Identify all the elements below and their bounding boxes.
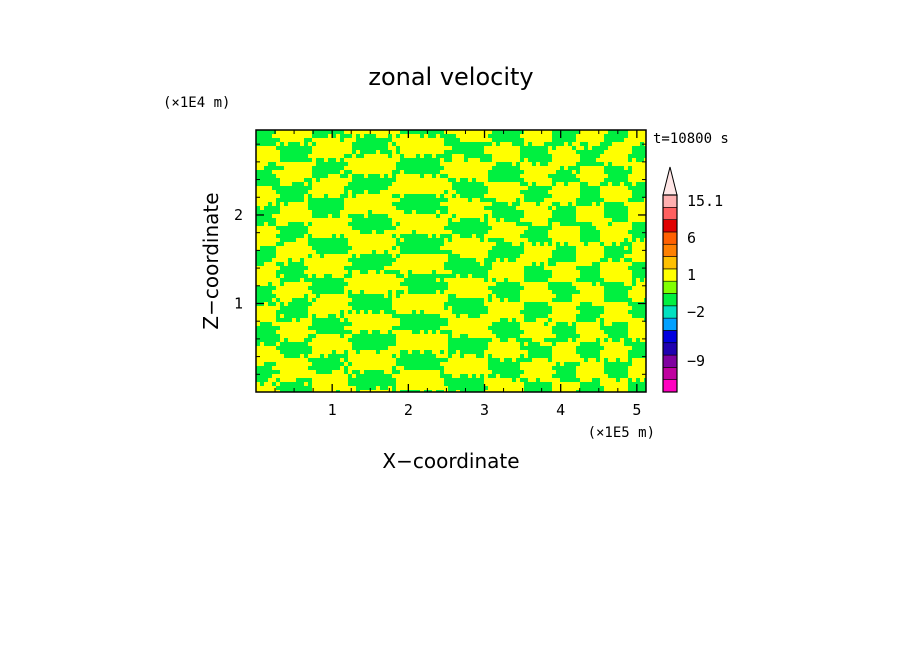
colorbar: 15.1 6 1 −2 −9 (662, 166, 723, 393)
field-streaks (256, 130, 646, 392)
x-axis-label: X−coordinate (382, 449, 519, 473)
colorbar-level (662, 317, 678, 331)
colorbar-level (662, 354, 678, 368)
y-tick-label: 2 (234, 206, 243, 224)
colorbar-tick-label: 6 (687, 229, 696, 247)
y-axis-unit: (×1E4 m) (163, 95, 230, 111)
colorbar-level (662, 330, 678, 344)
y-axis-label: Z−coordinate (199, 192, 223, 329)
colorbar-extension (662, 166, 678, 196)
plot-frame (255, 129, 647, 393)
chart-title: zonal velocity (368, 63, 533, 91)
colorbar-level (662, 219, 678, 233)
colorbar-level (662, 342, 678, 356)
y-tick-label: 1 (234, 294, 243, 312)
colorbar-level (662, 194, 678, 208)
colorbar-frame (662, 194, 678, 393)
velocity-field (256, 130, 646, 392)
x-tick-label: 2 (404, 401, 413, 419)
time-label: t=10800 s (653, 131, 729, 147)
colorbar-level (662, 293, 678, 307)
colorbar-level (662, 379, 678, 393)
colorbar-level (662, 367, 678, 380)
colorbar-level (662, 305, 678, 319)
colorbar-level (662, 207, 678, 220)
x-axis-ticks: 1 2 3 4 5 (274, 130, 641, 419)
x-axis-unit: (×1E5 m) (588, 425, 655, 441)
y-axis-ticks: 12 (234, 143, 646, 375)
colorbar-tick-label: 1 (687, 266, 696, 284)
x-tick-label: 4 (556, 401, 565, 419)
colorbar-level (662, 256, 678, 270)
colorbar-level (662, 280, 678, 294)
x-tick-label: 1 (328, 401, 337, 419)
colorbar-level (662, 268, 678, 282)
x-tick-label: 5 (632, 401, 641, 419)
x-tick-label: 3 (480, 401, 489, 419)
colorbar-tick-label: −9 (687, 352, 705, 370)
colorbar-level (662, 243, 678, 257)
colorbar-tick-label: −2 (687, 303, 705, 321)
colorbar-level (662, 231, 678, 245)
colorbar-tick-label: 15.1 (687, 192, 723, 210)
